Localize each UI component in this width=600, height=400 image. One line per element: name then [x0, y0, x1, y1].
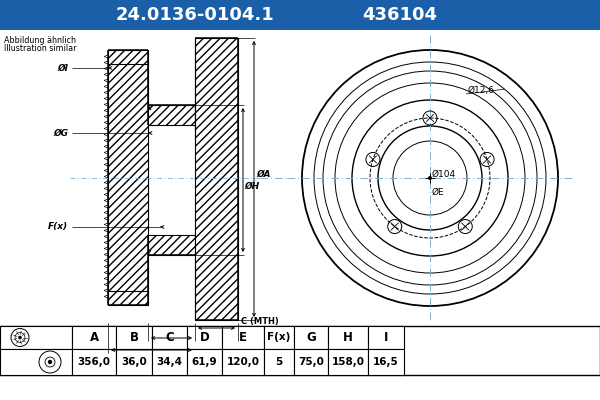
Text: ØE: ØE	[432, 188, 445, 196]
Text: 16,5: 16,5	[373, 357, 399, 367]
Bar	[72, 349, 116, 375]
Text: ØG: ØG	[53, 128, 68, 138]
Bar	[0, 326, 72, 349]
Bar	[264, 326, 294, 349]
Text: 158,0: 158,0	[331, 357, 365, 367]
Bar	[368, 326, 404, 349]
Text: 436104: 436104	[362, 6, 437, 24]
Circle shape	[48, 360, 52, 364]
Bar	[195, 38, 238, 320]
Circle shape	[428, 176, 432, 180]
Bar	[328, 349, 368, 375]
Bar	[187, 326, 222, 349]
Text: 120,0: 120,0	[227, 357, 260, 367]
Text: C (MTH): C (MTH)	[241, 317, 279, 326]
Bar	[328, 326, 368, 349]
Bar	[294, 326, 328, 349]
Text: Illustration similar: Illustration similar	[4, 44, 77, 53]
Bar	[108, 291, 148, 305]
Text: B: B	[130, 331, 139, 344]
Text: D: D	[148, 339, 155, 348]
Bar	[116, 349, 152, 375]
Text: 5: 5	[275, 357, 283, 367]
Bar	[108, 50, 148, 64]
Bar	[264, 349, 294, 375]
Bar	[108, 62, 148, 293]
Bar	[148, 235, 195, 255]
Text: ØH: ØH	[244, 182, 259, 190]
Text: G: G	[306, 331, 316, 344]
Bar	[116, 326, 152, 349]
Bar	[0, 326, 600, 375]
Text: D: D	[200, 331, 209, 344]
Text: F(x): F(x)	[268, 332, 290, 342]
Bar	[368, 349, 404, 375]
Text: 24.0136-0104.1: 24.0136-0104.1	[116, 6, 274, 24]
Bar	[222, 326, 264, 349]
Bar	[0, 349, 72, 375]
Text: A: A	[89, 331, 98, 344]
Bar	[72, 326, 116, 349]
Text: I: I	[384, 331, 388, 344]
Bar	[187, 349, 222, 375]
Text: F(x): F(x)	[48, 222, 68, 232]
Text: ØA: ØA	[256, 170, 271, 178]
Text: Abbildung ähnlich: Abbildung ähnlich	[4, 36, 76, 45]
Bar	[152, 349, 187, 375]
Text: 34,4: 34,4	[157, 357, 182, 367]
Text: B: B	[168, 327, 175, 336]
Bar	[0, 0, 600, 30]
Text: 75,0: 75,0	[298, 357, 324, 367]
Bar	[152, 326, 187, 349]
Circle shape	[18, 336, 22, 339]
Bar	[148, 105, 195, 125]
Text: 356,0: 356,0	[77, 357, 110, 367]
Text: ØI: ØI	[57, 64, 68, 72]
Bar	[294, 349, 328, 375]
Text: Ø104: Ø104	[432, 170, 456, 178]
Bar	[222, 349, 264, 375]
Text: 36,0: 36,0	[121, 357, 147, 367]
Text: C: C	[165, 331, 174, 344]
Text: Ø12,6: Ø12,6	[468, 86, 495, 94]
Text: H: H	[343, 331, 353, 344]
Text: E: E	[239, 331, 247, 344]
Text: 61,9: 61,9	[191, 357, 217, 367]
